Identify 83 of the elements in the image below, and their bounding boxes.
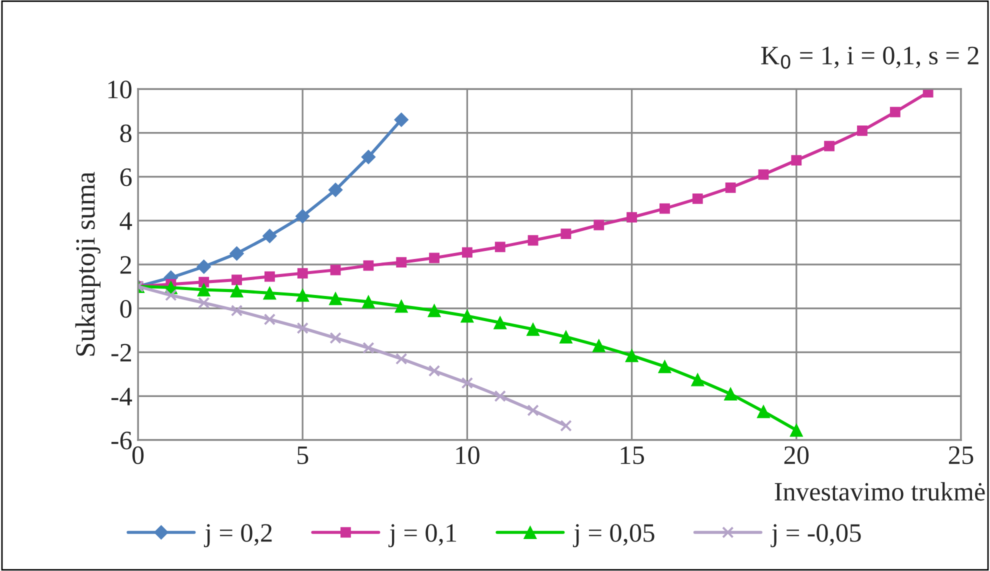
point (461, 377, 474, 389)
point (592, 339, 606, 352)
point (296, 322, 309, 334)
point (460, 309, 474, 323)
point (296, 288, 310, 302)
point (328, 182, 343, 198)
text: K$_{0}$ = 1, i = 0,1, s = 2 (761, 46, 978, 69)
y-tick-label: -2 (111, 344, 131, 362)
y-tick-label: -4 (111, 388, 132, 406)
point (429, 252, 440, 264)
point (362, 295, 376, 308)
point (494, 316, 507, 330)
point (232, 274, 242, 286)
point (594, 220, 604, 230)
point (428, 304, 441, 318)
point (230, 304, 243, 316)
point (362, 342, 374, 354)
point (264, 271, 275, 282)
point (857, 125, 868, 136)
legend-label: j = 0,05 (572, 524, 654, 548)
point (791, 155, 802, 166)
point (428, 364, 440, 377)
point (625, 348, 638, 362)
y-tick-label: 4 (120, 212, 132, 230)
point (264, 313, 276, 326)
point (330, 332, 342, 344)
point (692, 193, 703, 204)
y-axis-title: Sukauptoji suma (75, 172, 100, 356)
point (528, 235, 538, 246)
point (165, 289, 177, 302)
x-tick-label: 15 (620, 446, 644, 464)
point (330, 264, 341, 276)
point (724, 387, 738, 401)
point (198, 296, 210, 309)
point (824, 140, 835, 152)
x-tick-label: 20 (784, 446, 809, 464)
point (197, 283, 210, 296)
point (361, 150, 376, 164)
y-tick-label: -6 (111, 432, 132, 450)
point (230, 246, 244, 261)
point (295, 209, 310, 224)
point (328, 292, 342, 306)
point (790, 424, 803, 437)
point (263, 286, 276, 300)
point (526, 322, 540, 336)
point (395, 352, 408, 365)
point (725, 182, 736, 193)
x-axis-title: Investavimo trukmė (774, 482, 985, 501)
x-tick-label: 25 (948, 446, 974, 464)
legend-label: j = 0,2 (204, 524, 272, 548)
y-tick-label: 2 (120, 256, 131, 274)
x-tick-label: 0 (132, 446, 144, 464)
point (297, 268, 308, 278)
point (890, 106, 900, 118)
point (394, 112, 409, 127)
point (658, 360, 672, 374)
y-tick-label: 8 (120, 124, 132, 142)
point (494, 390, 506, 402)
point (559, 330, 573, 344)
point (527, 404, 539, 416)
point (758, 169, 769, 180)
point (660, 203, 670, 214)
point (462, 247, 472, 258)
point (363, 260, 374, 271)
legend-label: j = -0,05 (770, 524, 861, 548)
point (196, 259, 212, 274)
point (198, 276, 210, 288)
point (626, 212, 638, 223)
x-tick-label: 5 (298, 446, 308, 464)
y-tick-label: 0 (120, 300, 132, 318)
y-tick-label: 6 (120, 168, 132, 186)
point (560, 228, 572, 239)
legend-label: j = 0,1 (388, 524, 456, 548)
point (560, 420, 572, 432)
point (756, 404, 770, 418)
point (691, 373, 704, 386)
x-tick-label: 10 (456, 446, 480, 464)
point (396, 257, 407, 268)
y-tick-label: 10 (108, 80, 132, 98)
point (494, 242, 506, 252)
point (262, 228, 277, 244)
point (230, 284, 244, 298)
point (394, 300, 408, 313)
